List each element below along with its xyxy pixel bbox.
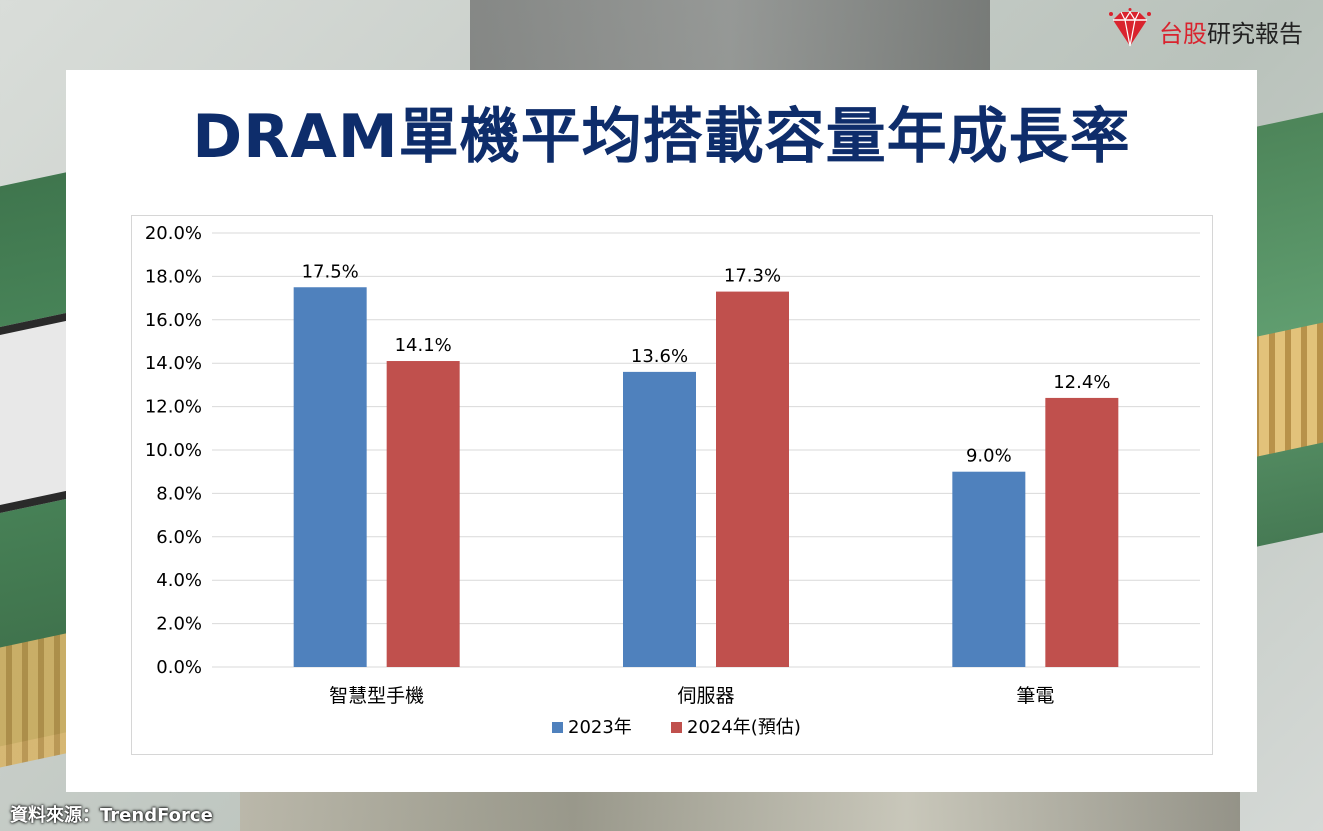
y-tick-label: 8.0%	[156, 483, 202, 504]
y-tick-label: 4.0%	[156, 570, 202, 591]
brand-name-red: 台股	[1159, 19, 1207, 48]
y-tick-label: 12.0%	[145, 397, 202, 418]
legend-swatch	[671, 722, 682, 733]
bar	[623, 371, 696, 667]
data-label: 17.3%	[724, 266, 781, 287]
red-diamond-icon	[1107, 8, 1153, 54]
data-label: 13.6%	[631, 346, 688, 367]
x-category-label: 伺服器	[677, 685, 734, 707]
bar	[952, 471, 1026, 667]
brand-name-dark: 研究報告	[1207, 19, 1303, 48]
bar	[386, 361, 460, 667]
page-title: DRAM單機平均搭載容量年成長率	[192, 102, 1131, 172]
y-tick-label: 10.0%	[145, 440, 202, 461]
legend-label: 2024年(預估)	[687, 717, 801, 738]
chart-frame: 0.0% 2.0% 4.0% 6.0% 8.0% 10.0% 12.0% 14.0% 16.0%…	[131, 215, 1213, 755]
bar	[1045, 397, 1119, 667]
bar	[716, 291, 789, 667]
legend-label: 2023年	[568, 717, 632, 738]
background-ram-chip	[470, 0, 990, 70]
background-ram-module	[240, 792, 1240, 831]
bar-chart: 0.0% 2.0% 4.0% 6.0% 8.0% 10.0% 12.0% 14.0% 16.0%…	[145, 223, 1200, 738]
x-category-label: 筆電	[1016, 685, 1054, 707]
bar	[293, 287, 367, 667]
data-label: 12.4%	[1053, 372, 1110, 393]
legend-swatch	[552, 722, 563, 733]
y-tick-label: 0.0%	[156, 657, 202, 678]
x-category-label: 智慧型手機	[329, 685, 424, 707]
source-note: 資料來源：TrendForce	[10, 805, 213, 826]
data-label: 9.0%	[966, 446, 1012, 467]
y-tick-label: 6.0%	[156, 527, 202, 548]
data-label: 17.5%	[302, 261, 359, 282]
data-label: 14.1%	[395, 335, 452, 356]
y-tick-label: 16.0%	[145, 310, 202, 331]
y-tick-label: 2.0%	[156, 614, 202, 635]
y-tick-label: 18.0%	[145, 266, 202, 287]
y-tick-label: 20.0%	[145, 223, 202, 244]
brand-logo: 台股 研究報告	[1107, 8, 1303, 54]
y-tick-label: 14.0%	[145, 353, 202, 374]
